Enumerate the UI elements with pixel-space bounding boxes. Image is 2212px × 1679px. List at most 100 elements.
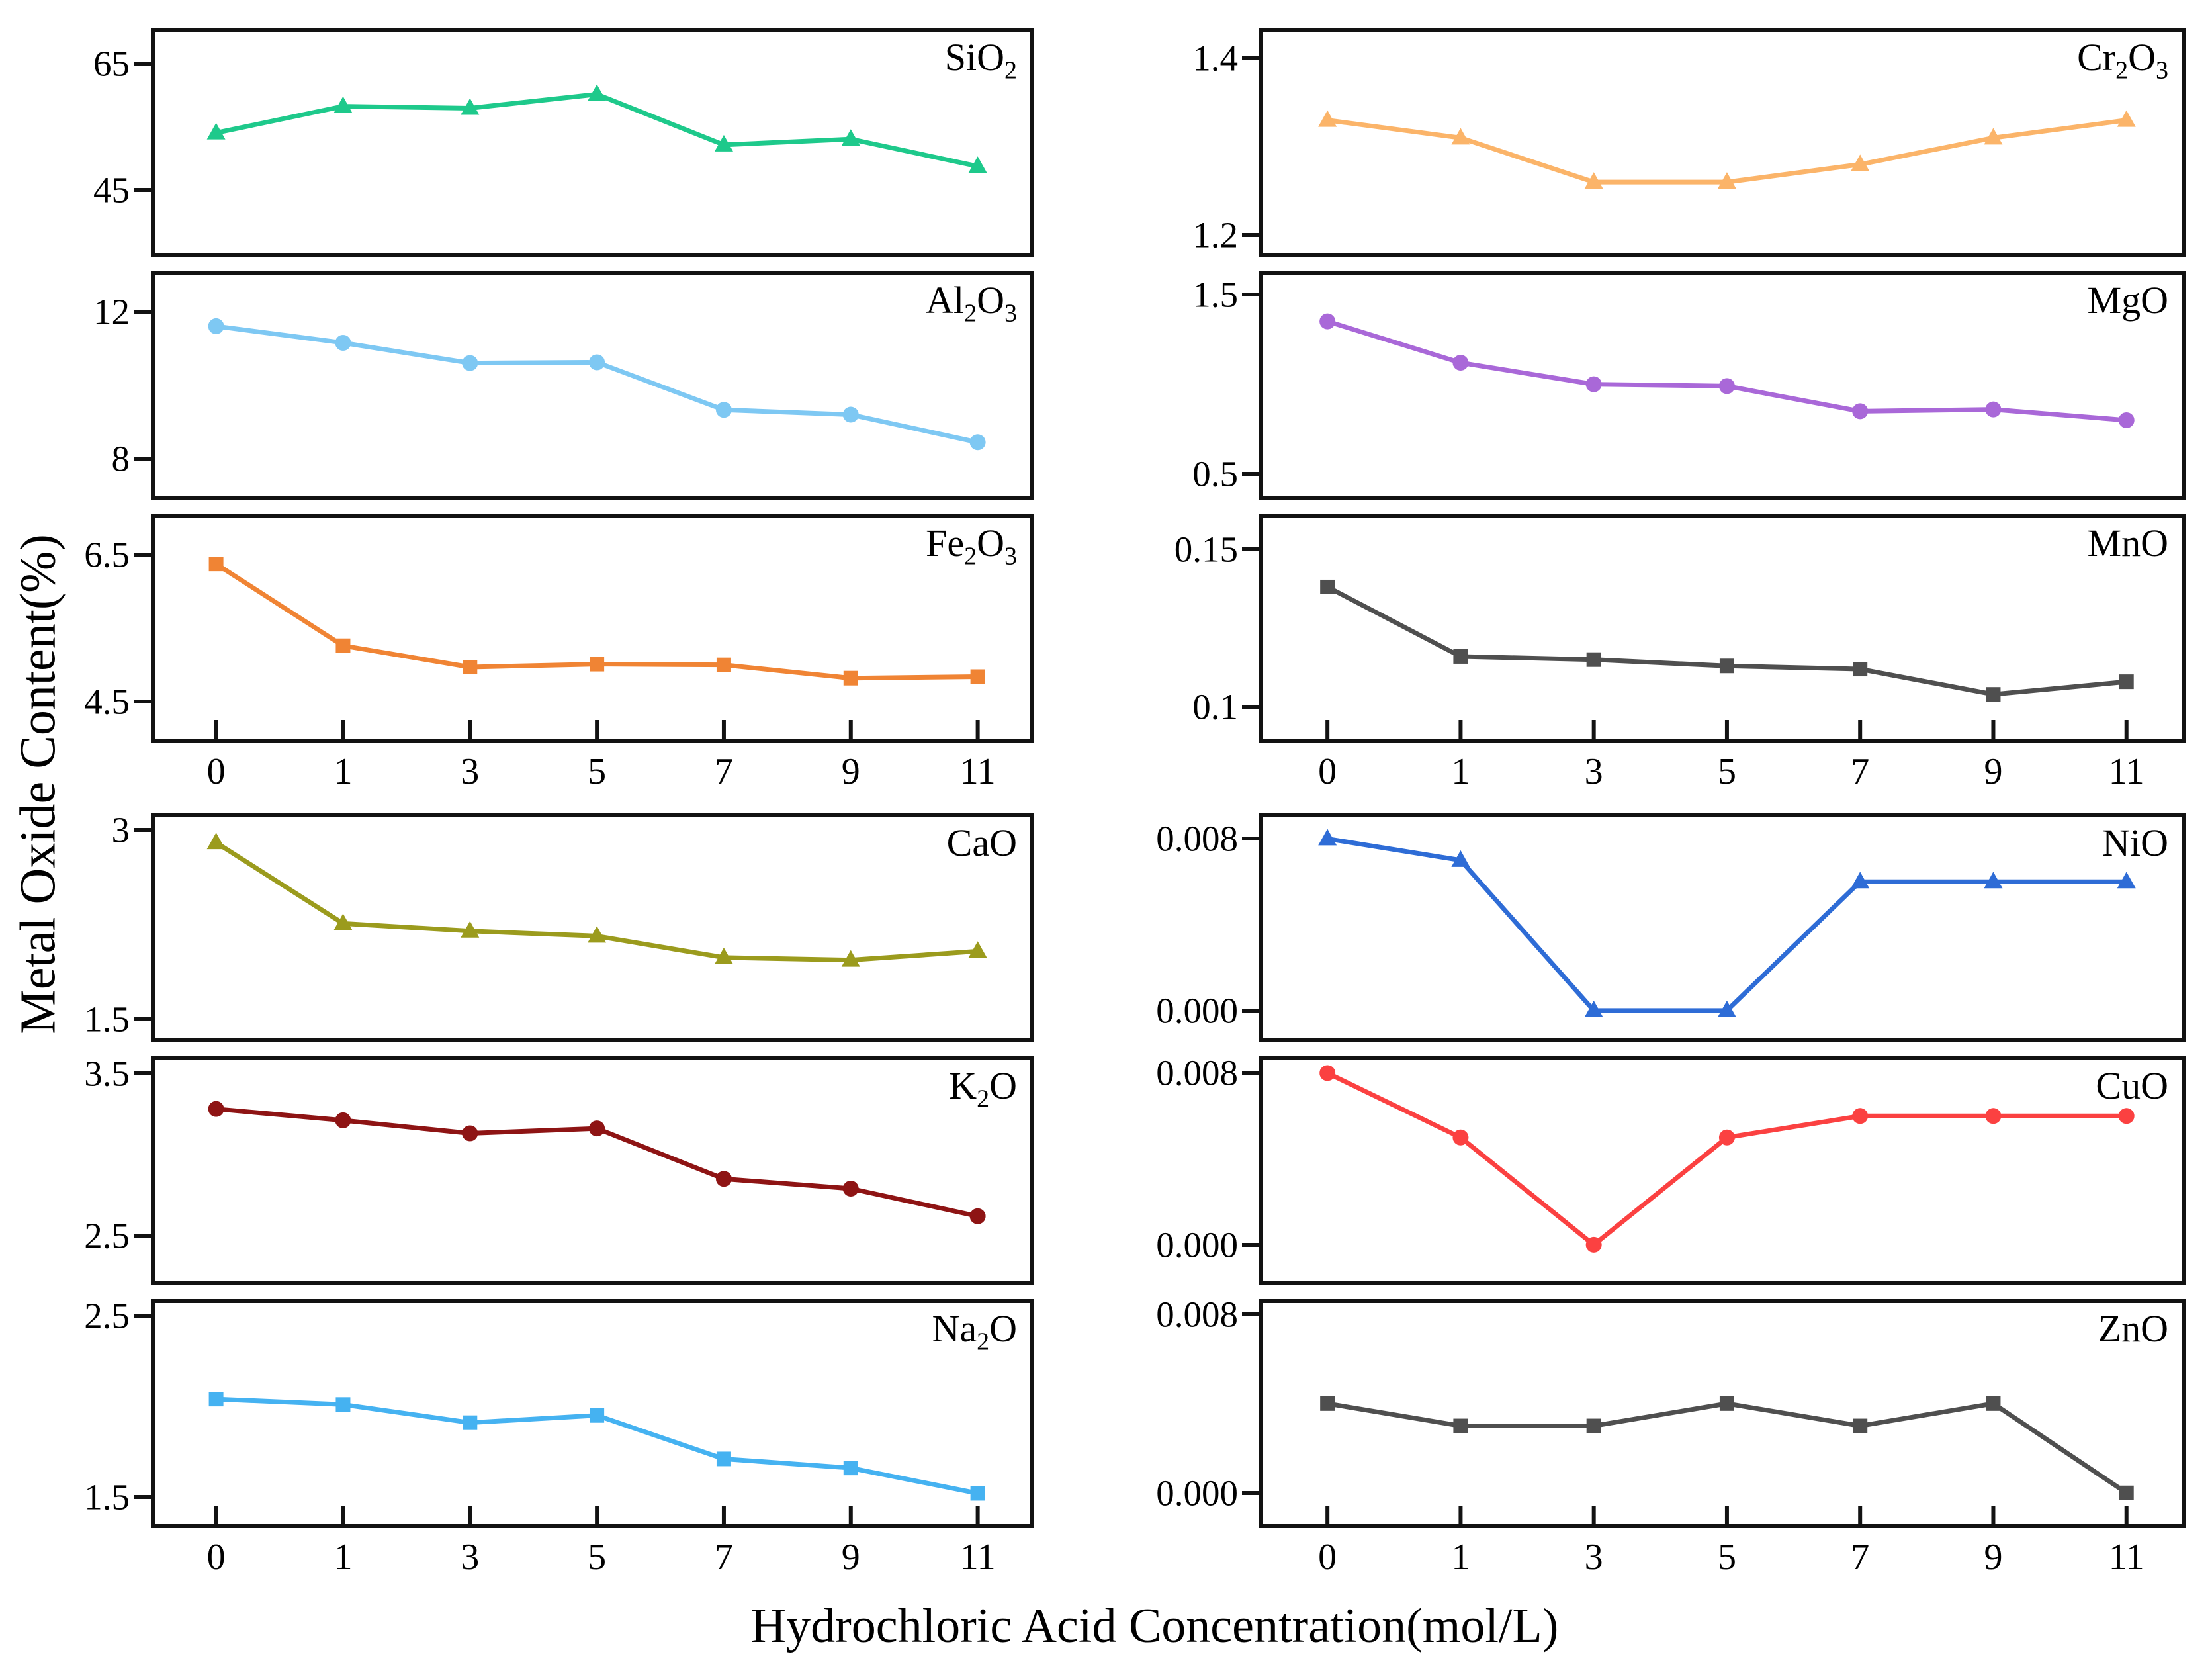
x-tick-label: 7 xyxy=(714,1537,733,1578)
cuo-marker-circle xyxy=(1319,1065,1336,1081)
y-tick xyxy=(1242,705,1259,709)
cuo-marker-circle xyxy=(1985,1108,2002,1124)
cr2o3-marker-triangle xyxy=(1851,154,1870,171)
sio2-series-line xyxy=(214,91,981,169)
fe2o3-marker-square xyxy=(208,557,224,572)
mno-marker-square xyxy=(1719,658,1734,674)
mgo-marker-circle xyxy=(1985,401,2002,418)
cr2o3-marker-triangle xyxy=(2117,110,2136,127)
y-tick-label: 1.4 xyxy=(1192,38,1238,79)
x-tick-label: 9 xyxy=(841,751,860,792)
fe2o3-marker-square xyxy=(590,657,605,672)
fe2o3-marker-square xyxy=(335,638,351,653)
na2o-marker-square xyxy=(335,1397,351,1412)
zno-marker-square xyxy=(1453,1418,1468,1433)
nio-line-chart xyxy=(1318,829,2136,1017)
al2o3-marker-circle xyxy=(842,406,859,423)
y-tick-label: 8 xyxy=(111,438,130,479)
sio2-marker-triangle xyxy=(461,98,480,115)
cuo-line-chart xyxy=(1319,1065,2135,1253)
mno-marker-square xyxy=(1986,687,2001,702)
panel-label-cr2o3: Cr2O3 xyxy=(2077,36,2168,85)
x-tick-label: 11 xyxy=(2108,751,2145,792)
x-tick-label: 9 xyxy=(1984,1537,2003,1578)
mgo-marker-circle xyxy=(1452,355,1469,371)
panel-label-nio: NiO xyxy=(2102,821,2168,864)
zno-marker-square xyxy=(1853,1418,1868,1433)
nio-marker-triangle xyxy=(1717,1000,1736,1017)
fe2o3-line-chart xyxy=(208,557,985,739)
k2o-marker-circle xyxy=(462,1125,478,1142)
mgo-series-line xyxy=(1325,319,2129,423)
na2o-marker-square xyxy=(843,1461,858,1476)
x-tick-label: 5 xyxy=(588,1537,607,1578)
x-tick-label: 5 xyxy=(1717,751,1736,792)
zno-marker-square xyxy=(2119,1485,2134,1500)
zno-marker-square xyxy=(1719,1396,1734,1411)
y-tick-label: 1.2 xyxy=(1192,214,1238,255)
y-tick-label: 0.008 xyxy=(1156,818,1238,859)
panel-wrap-mno: 0.15 0.1 MnO 0 1 3 5 7 9 11 xyxy=(1174,514,2186,799)
panel-fe2o3: 6.5 4.5 Fe2O3 xyxy=(84,514,1034,743)
k2o-marker-circle xyxy=(589,1120,605,1137)
panel-na2o: 2.5 1.5 Na2O xyxy=(84,1298,1034,1528)
al2o3-marker-circle xyxy=(462,355,478,371)
cr2o3-line-chart xyxy=(1318,110,2136,189)
cr2o3-marker-triangle xyxy=(1584,172,1603,189)
y-tick-label: 1.5 xyxy=(84,1476,130,1518)
y-tick xyxy=(134,1314,151,1318)
al2o3-marker-circle xyxy=(335,334,351,351)
al2o3-marker-circle xyxy=(589,354,605,371)
panel-label-mno: MnO xyxy=(2087,522,2168,565)
cr2o3-marker-triangle xyxy=(1318,110,1337,127)
panel-label-k2o: K2O xyxy=(949,1064,1017,1113)
mno-marker-square xyxy=(2119,674,2134,690)
cao-marker-triangle xyxy=(714,947,733,964)
y-tick xyxy=(134,1234,151,1238)
cr2o3-marker-triangle xyxy=(1451,128,1470,145)
y-tick xyxy=(134,700,151,704)
k2o-marker-circle xyxy=(335,1112,351,1128)
panel-al2o3: 12 8 Al2O3 xyxy=(93,271,1034,500)
x-tick-label: 0 xyxy=(206,751,226,792)
cuo-marker-circle xyxy=(2118,1108,2135,1124)
cao-marker-triangle xyxy=(841,950,860,967)
mgo-marker-circle xyxy=(2118,412,2135,428)
panel-wrap-cr2o3: 1.4 1.2 Cr2O3 xyxy=(1192,28,2186,257)
mno-marker-square xyxy=(1853,662,1868,677)
nio-marker-triangle xyxy=(1851,872,1870,889)
na2o-line-chart xyxy=(208,1392,985,1524)
y-axis-title: Metal Oxide Content(%) xyxy=(10,534,66,1034)
panel-wrap-cuo: 0.008 0.000 CuO xyxy=(1156,1055,2186,1285)
x-tick-label: 7 xyxy=(1851,751,1870,792)
k2o-marker-circle xyxy=(969,1208,986,1224)
y-tick xyxy=(1242,1071,1259,1075)
y-tick-label: 3 xyxy=(111,809,130,850)
x-tick-label: 7 xyxy=(714,751,733,792)
zno-line-chart xyxy=(1320,1396,2134,1524)
k2o-line-chart xyxy=(208,1101,986,1224)
x-tick-labels-mno: 0 1 3 5 7 9 11 xyxy=(1263,743,2182,799)
y-tick-label: 0.000 xyxy=(1156,1224,1238,1265)
mno-marker-square xyxy=(1586,652,1601,667)
x-tick-label: 11 xyxy=(959,751,996,792)
panel-mgo: 1.5 0.5 MgO xyxy=(1192,271,2186,500)
panel-mno: 0.15 0.1 MnO xyxy=(1174,514,2186,743)
cao-marker-triangle xyxy=(206,833,226,850)
y-tick xyxy=(1242,1490,1259,1495)
y-tick xyxy=(1242,233,1259,238)
cao-marker-triangle xyxy=(333,913,353,930)
mno-marker-square xyxy=(1320,579,1335,594)
y-tick xyxy=(134,828,151,833)
column-right: 1.4 1.2 Cr2O3 1.5 0.5 MgO 0.15 0.1 MnO 0 1 3 5 7 9 11 0.… xyxy=(1156,28,2186,1599)
nio-marker-triangle xyxy=(1584,1000,1603,1017)
y-tick-label: 1.5 xyxy=(1192,274,1238,315)
sio2-marker-triangle xyxy=(968,156,987,173)
sio2-marker-triangle xyxy=(588,84,607,101)
x-tick-label: 5 xyxy=(588,751,607,792)
mgo-marker-circle xyxy=(1585,376,1602,392)
y-tick-label: 0.1 xyxy=(1192,686,1238,727)
y-tick-label: 2.5 xyxy=(84,1295,130,1336)
y-tick-label: 3.5 xyxy=(84,1053,130,1094)
fe2o3-marker-square xyxy=(716,657,731,672)
